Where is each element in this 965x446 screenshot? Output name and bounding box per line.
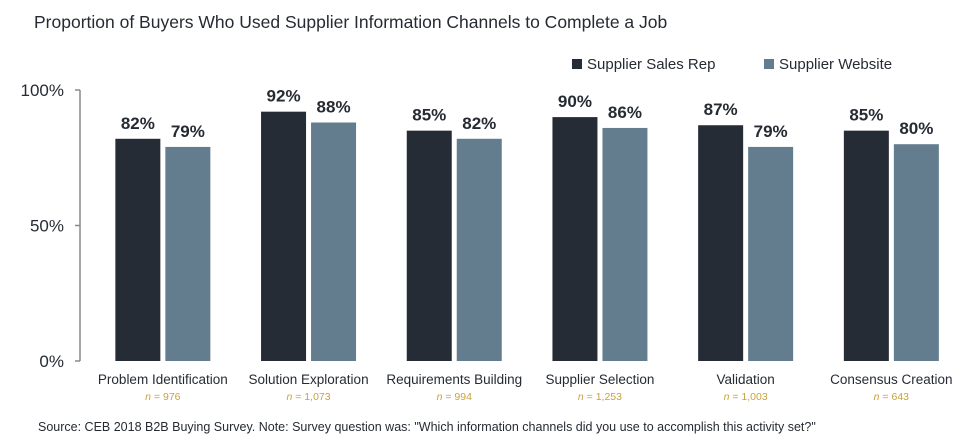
legend-label: Supplier Website [779, 56, 892, 73]
bar-sales-rep [698, 125, 744, 361]
bar-sales-rep [552, 117, 598, 361]
legend-swatch [572, 59, 582, 69]
bars [115, 111, 939, 362]
data-label: 90% [558, 92, 592, 111]
sample-size-label: n = 643 [874, 391, 909, 403]
category-label: Problem Identification [98, 372, 228, 387]
sample-size-label: n = 1,253 [578, 391, 622, 403]
data-label: 86% [608, 103, 642, 122]
category-label: Validation [717, 372, 775, 387]
data-label: 82% [462, 114, 496, 133]
bar-website [165, 146, 211, 361]
data-label: 85% [849, 106, 883, 125]
bar-website [311, 122, 357, 362]
bar-sales-rep [261, 111, 307, 362]
data-label: 79% [754, 122, 788, 141]
bar-website [456, 138, 502, 361]
chart-title: Proportion of Buyers Who Used Supplier I… [34, 12, 668, 32]
data-label: 85% [412, 106, 446, 125]
y-tick-label: 100% [21, 81, 64, 100]
bar-website [602, 127, 648, 361]
sample-size-label: n = 1,003 [724, 391, 768, 403]
data-label: 87% [704, 100, 738, 119]
y-tick-label: 0% [39, 352, 64, 371]
legend: Supplier Sales Rep Supplier Website [572, 56, 892, 73]
sample-size-label: n = 976 [145, 391, 180, 403]
source-note: Source: CEB 2018 B2B Buying Survey. Note… [38, 420, 816, 434]
bar-website [748, 146, 794, 361]
bar-sales-rep [406, 130, 452, 361]
category-label: Solution Exploration [249, 372, 369, 387]
category-label: Supplier Selection [546, 372, 655, 387]
bar-sales-rep [843, 130, 889, 361]
category-label: Consensus Creation [830, 372, 952, 387]
data-label: 80% [899, 119, 933, 138]
labels: 82% 79% Problem Identification n = 976 92% 88… [98, 87, 953, 403]
sample-size-label: n = 994 [437, 391, 472, 403]
legend-label: Supplier Sales Rep [587, 56, 715, 73]
legend-swatch [764, 59, 774, 69]
y-axis: 0% 50% 100% [21, 81, 81, 371]
bar-sales-rep [115, 138, 161, 361]
data-label: 88% [317, 98, 351, 117]
category-label: Requirements Building [386, 372, 522, 387]
sample-size-label: n = 1,073 [287, 391, 331, 403]
data-label: 79% [171, 122, 205, 141]
data-label: 92% [267, 87, 301, 106]
bar-website [893, 144, 939, 361]
y-tick-label: 50% [30, 217, 64, 236]
data-label: 82% [121, 114, 155, 133]
